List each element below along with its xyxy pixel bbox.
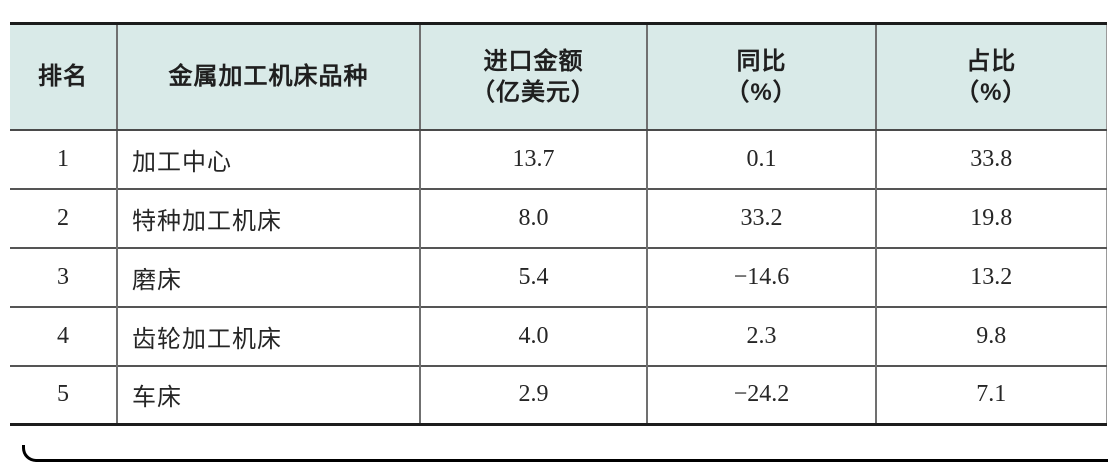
cell-import-amount: 4.0 [419, 306, 647, 366]
cell-category: 车床 [116, 365, 420, 425]
col-header-label: 同比 [736, 47, 787, 75]
table-row: 1 加工中心 13.7 0.1 33.8 [10, 129, 1107, 189]
table-body: 1 加工中心 13.7 0.1 33.8 2 特种加工机床 8.0 33.2 19.8 3 磨床 5.4… [10, 129, 1107, 425]
col-header-label: 金属加工机床品种 [168, 63, 369, 91]
cell-yoy: −24.2 [646, 365, 876, 425]
col-header-label: 占比 [966, 47, 1017, 75]
cell-share: 9.8 [875, 306, 1107, 366]
cell-share: 19.8 [875, 188, 1107, 248]
table-row: 4 齿轮加工机床 4.0 2.3 9.8 [10, 306, 1107, 366]
col-header-rank: 排名 [10, 22, 117, 131]
header-row: 排名 金属加工机床品种 进口金额 （亿美元） 同比 （%） 占比 （%） [10, 22, 1107, 131]
table-row: 2 特种加工机床 8.0 33.2 19.8 [10, 188, 1107, 248]
cell-share: 7.1 [875, 365, 1107, 425]
cell-category: 加工中心 [116, 129, 420, 189]
table-row: 3 磨床 5.4 −14.6 13.2 [10, 247, 1107, 307]
table-row: 5 车床 2.9 −24.2 7.1 [10, 365, 1107, 425]
col-header-label: 排名 [38, 63, 88, 91]
col-header-category: 金属加工机床品种 [116, 22, 420, 131]
cell-yoy: 33.2 [646, 188, 876, 248]
cell-category: 齿轮加工机床 [116, 306, 420, 366]
table-header: 排名 金属加工机床品种 进口金额 （亿美元） 同比 （%） 占比 （%） [10, 22, 1107, 131]
col-header-unit: （亿美元） [471, 78, 596, 106]
cell-rank: 5 [57, 381, 69, 408]
col-header-label: 进口金额 [483, 47, 584, 75]
cell-share: 33.8 [875, 129, 1107, 189]
col-header-share: 占比 （%） [875, 22, 1107, 131]
cell-rank: 4 [57, 322, 69, 349]
cell-import-amount: 5.4 [419, 247, 647, 307]
cell-yoy: −14.6 [646, 247, 876, 307]
cell-category: 磨床 [116, 247, 420, 307]
cell-yoy: 2.3 [646, 306, 876, 366]
col-header-unit: （%） [725, 78, 798, 106]
cell-yoy: 0.1 [646, 129, 876, 189]
machine-tool-import-table: 排名 金属加工机床品种 进口金额 （亿美元） 同比 （%） 占比 （%） [10, 22, 1107, 426]
col-header-unit: （%） [955, 78, 1028, 106]
cell-share: 13.2 [875, 247, 1107, 307]
card-bottom-edge [22, 445, 1108, 462]
cell-rank: 2 [57, 204, 69, 231]
col-header-import-amount: 进口金额 （亿美元） [419, 22, 647, 131]
cell-category: 特种加工机床 [116, 188, 420, 248]
cell-import-amount: 13.7 [419, 129, 647, 189]
col-header-yoy: 同比 （%） [646, 22, 876, 131]
cell-import-amount: 2.9 [419, 365, 647, 425]
cell-rank: 3 [57, 263, 69, 290]
cell-rank: 1 [57, 145, 69, 172]
cell-import-amount: 8.0 [419, 188, 647, 248]
